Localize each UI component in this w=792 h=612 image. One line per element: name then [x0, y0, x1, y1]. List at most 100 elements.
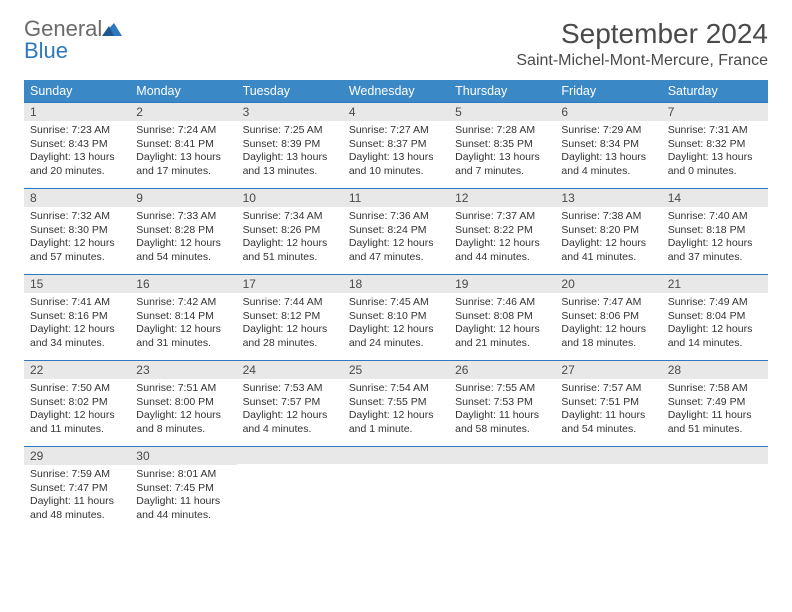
daylight-line-1: Daylight: 11 hours	[561, 409, 655, 423]
day-body: Sunrise: 7:47 AMSunset: 8:06 PMDaylight:…	[555, 293, 661, 355]
sunrise-line: Sunrise: 7:31 AM	[668, 124, 762, 138]
calendar-cell: 15Sunrise: 7:41 AMSunset: 8:16 PMDayligh…	[24, 274, 130, 360]
daylight-line-2: and 37 minutes.	[668, 251, 762, 265]
sunrise-line: Sunrise: 7:57 AM	[561, 382, 655, 396]
daylight-line-2: and 11 minutes.	[30, 423, 124, 437]
day-number: 23	[130, 360, 236, 379]
daylight-line-2: and 14 minutes.	[668, 337, 762, 351]
sunset-line: Sunset: 8:14 PM	[136, 310, 230, 324]
day-body: Sunrise: 7:49 AMSunset: 8:04 PMDaylight:…	[662, 293, 768, 355]
sunrise-line: Sunrise: 7:33 AM	[136, 210, 230, 224]
daylight-line-1: Daylight: 12 hours	[455, 323, 549, 337]
daylight-line-2: and 18 minutes.	[561, 337, 655, 351]
day-body: Sunrise: 7:57 AMSunset: 7:51 PMDaylight:…	[555, 379, 661, 441]
day-body: Sunrise: 7:55 AMSunset: 7:53 PMDaylight:…	[449, 379, 555, 441]
sunrise-line: Sunrise: 7:51 AM	[136, 382, 230, 396]
day-body: Sunrise: 7:36 AMSunset: 8:24 PMDaylight:…	[343, 207, 449, 269]
day-number: 12	[449, 188, 555, 207]
calendar-cell: 14Sunrise: 7:40 AMSunset: 8:18 PMDayligh…	[662, 188, 768, 274]
sunrise-line: Sunrise: 7:46 AM	[455, 296, 549, 310]
weekday-header: Friday	[555, 80, 661, 102]
day-body: Sunrise: 7:32 AMSunset: 8:30 PMDaylight:…	[24, 207, 130, 269]
sunrise-line: Sunrise: 7:37 AM	[455, 210, 549, 224]
sunset-line: Sunset: 8:16 PM	[30, 310, 124, 324]
day-body: Sunrise: 7:25 AMSunset: 8:39 PMDaylight:…	[237, 121, 343, 183]
calendar-cell	[555, 446, 661, 532]
empty-day-header	[237, 446, 343, 464]
sunset-line: Sunset: 8:08 PM	[455, 310, 549, 324]
day-number: 4	[343, 102, 449, 121]
day-number: 30	[130, 446, 236, 465]
daylight-line-2: and 7 minutes.	[455, 165, 549, 179]
day-number: 13	[555, 188, 661, 207]
daylight-line-1: Daylight: 12 hours	[243, 409, 337, 423]
day-number: 3	[237, 102, 343, 121]
sunset-line: Sunset: 8:18 PM	[668, 224, 762, 238]
day-body: Sunrise: 7:51 AMSunset: 8:00 PMDaylight:…	[130, 379, 236, 441]
day-number: 10	[237, 188, 343, 207]
calendar-cell: 20Sunrise: 7:47 AMSunset: 8:06 PMDayligh…	[555, 274, 661, 360]
day-number: 27	[555, 360, 661, 379]
sunrise-line: Sunrise: 7:55 AM	[455, 382, 549, 396]
calendar-cell: 3Sunrise: 7:25 AMSunset: 8:39 PMDaylight…	[237, 102, 343, 188]
daylight-line-2: and 44 minutes.	[136, 509, 230, 523]
sunrise-line: Sunrise: 7:58 AM	[668, 382, 762, 396]
day-body: Sunrise: 7:54 AMSunset: 7:55 PMDaylight:…	[343, 379, 449, 441]
weekday-header: Sunday	[24, 80, 130, 102]
logo-triangle-icon	[102, 18, 122, 40]
day-body: Sunrise: 7:44 AMSunset: 8:12 PMDaylight:…	[237, 293, 343, 355]
calendar-cell: 1Sunrise: 7:23 AMSunset: 8:43 PMDaylight…	[24, 102, 130, 188]
sunrise-line: Sunrise: 7:29 AM	[561, 124, 655, 138]
calendar-cell	[449, 446, 555, 532]
day-number: 9	[130, 188, 236, 207]
daylight-line-1: Daylight: 12 hours	[136, 237, 230, 251]
sunset-line: Sunset: 8:30 PM	[30, 224, 124, 238]
daylight-line-1: Daylight: 12 hours	[561, 237, 655, 251]
calendar-cell: 8Sunrise: 7:32 AMSunset: 8:30 PMDaylight…	[24, 188, 130, 274]
calendar-cell: 27Sunrise: 7:57 AMSunset: 7:51 PMDayligh…	[555, 360, 661, 446]
title-block: September 2024 Saint-Michel-Mont-Mercure…	[516, 18, 768, 70]
weekday-header: Saturday	[662, 80, 768, 102]
sunrise-line: Sunrise: 7:50 AM	[30, 382, 124, 396]
daylight-line-2: and 17 minutes.	[136, 165, 230, 179]
day-number: 5	[449, 102, 555, 121]
location-text: Saint-Michel-Mont-Mercure, France	[516, 52, 768, 70]
daylight-line-2: and 31 minutes.	[136, 337, 230, 351]
calendar-cell: 18Sunrise: 7:45 AMSunset: 8:10 PMDayligh…	[343, 274, 449, 360]
sunrise-line: Sunrise: 7:32 AM	[30, 210, 124, 224]
calendar-cell: 26Sunrise: 7:55 AMSunset: 7:53 PMDayligh…	[449, 360, 555, 446]
weekday-header: Monday	[130, 80, 236, 102]
calendar-cell: 30Sunrise: 8:01 AMSunset: 7:45 PMDayligh…	[130, 446, 236, 532]
daylight-line-1: Daylight: 13 hours	[668, 151, 762, 165]
sunrise-line: Sunrise: 7:24 AM	[136, 124, 230, 138]
daylight-line-1: Daylight: 12 hours	[243, 237, 337, 251]
day-number: 11	[343, 188, 449, 207]
daylight-line-1: Daylight: 12 hours	[668, 237, 762, 251]
calendar-cell: 13Sunrise: 7:38 AMSunset: 8:20 PMDayligh…	[555, 188, 661, 274]
day-number: 28	[662, 360, 768, 379]
empty-day-header	[555, 446, 661, 464]
sunrise-line: Sunrise: 7:59 AM	[30, 468, 124, 482]
sunrise-line: Sunrise: 7:44 AM	[243, 296, 337, 310]
calendar-cell: 21Sunrise: 7:49 AMSunset: 8:04 PMDayligh…	[662, 274, 768, 360]
sunset-line: Sunset: 7:45 PM	[136, 482, 230, 496]
day-body: Sunrise: 7:24 AMSunset: 8:41 PMDaylight:…	[130, 121, 236, 183]
daylight-line-2: and 54 minutes.	[561, 423, 655, 437]
calendar-header-row: SundayMondayTuesdayWednesdayThursdayFrid…	[24, 80, 768, 102]
day-number: 24	[237, 360, 343, 379]
daylight-line-1: Daylight: 11 hours	[30, 495, 124, 509]
sunset-line: Sunset: 8:37 PM	[349, 138, 443, 152]
daylight-line-2: and 41 minutes.	[561, 251, 655, 265]
daylight-line-1: Daylight: 12 hours	[349, 409, 443, 423]
daylight-line-2: and 57 minutes.	[30, 251, 124, 265]
daylight-line-2: and 47 minutes.	[349, 251, 443, 265]
sunset-line: Sunset: 8:06 PM	[561, 310, 655, 324]
day-number: 16	[130, 274, 236, 293]
daylight-line-1: Daylight: 12 hours	[30, 237, 124, 251]
sunset-line: Sunset: 8:00 PM	[136, 396, 230, 410]
daylight-line-1: Daylight: 12 hours	[136, 323, 230, 337]
daylight-line-2: and 34 minutes.	[30, 337, 124, 351]
sunrise-line: Sunrise: 8:01 AM	[136, 468, 230, 482]
day-body: Sunrise: 7:29 AMSunset: 8:34 PMDaylight:…	[555, 121, 661, 183]
calendar-cell: 25Sunrise: 7:54 AMSunset: 7:55 PMDayligh…	[343, 360, 449, 446]
